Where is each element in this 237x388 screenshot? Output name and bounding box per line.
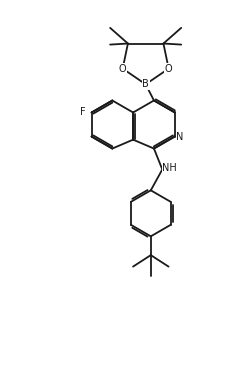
Text: NH: NH bbox=[162, 163, 177, 173]
Text: B: B bbox=[142, 79, 149, 89]
Text: F: F bbox=[80, 107, 86, 118]
Text: O: O bbox=[119, 64, 127, 74]
Text: O: O bbox=[165, 64, 173, 74]
Text: N: N bbox=[176, 132, 184, 142]
